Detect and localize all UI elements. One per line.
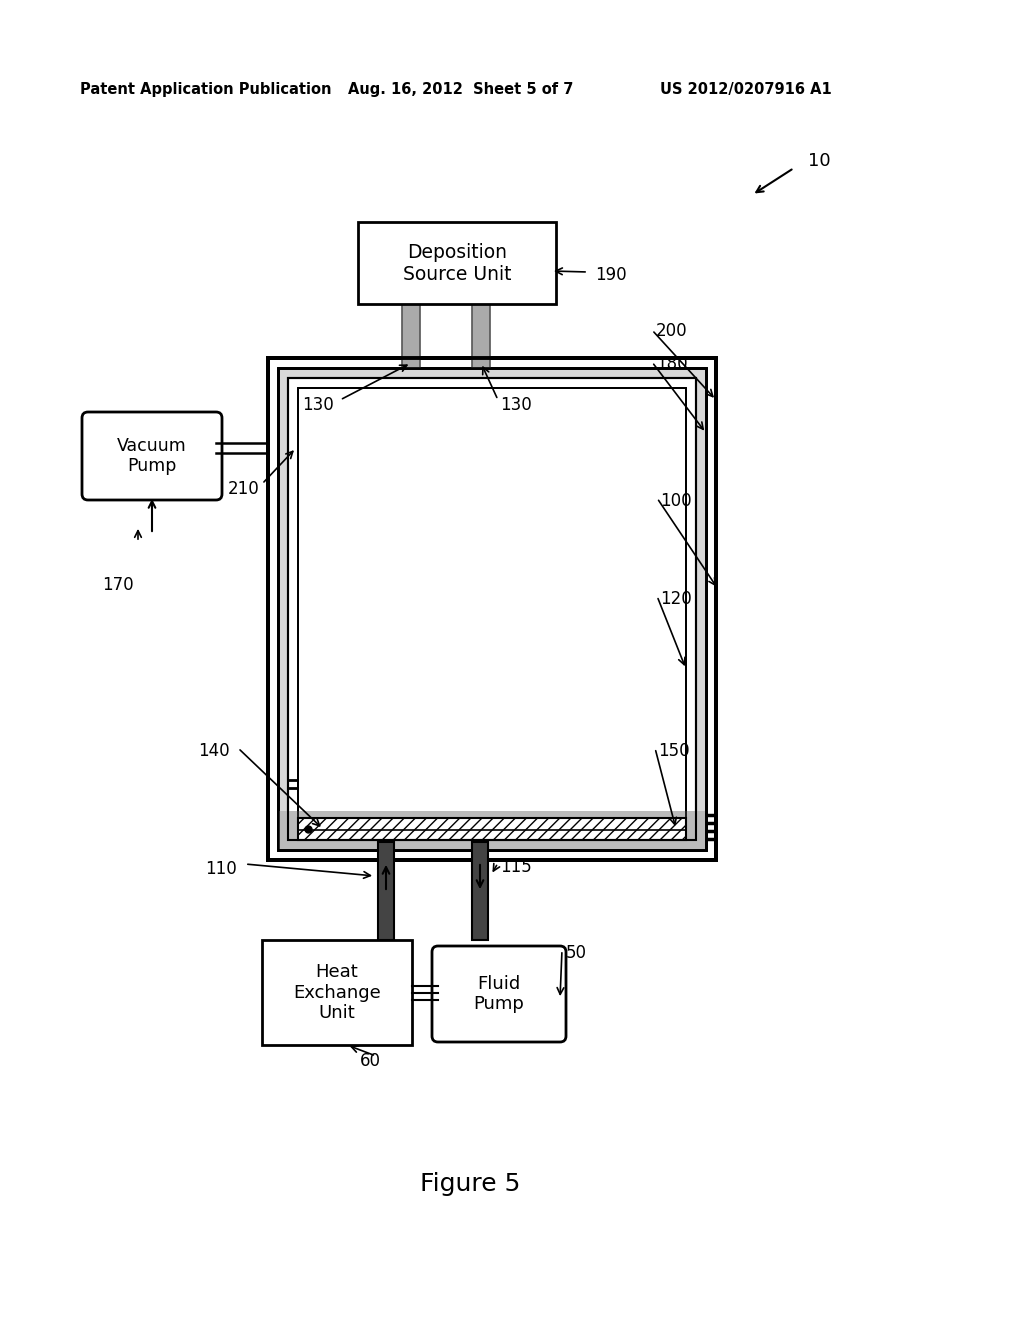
Bar (288, 378, 696, 840)
Text: 60: 60 (360, 1052, 381, 1071)
Text: 115: 115 (500, 858, 531, 876)
Text: 10: 10 (808, 152, 830, 170)
Bar (358, 222, 556, 304)
Bar (278, 368, 706, 850)
Bar (262, 940, 412, 1045)
Text: 210: 210 (228, 480, 260, 498)
Bar (278, 368, 706, 850)
Text: Fluid
Pump: Fluid Pump (473, 974, 524, 1014)
Bar (268, 358, 716, 861)
Text: 200: 200 (656, 322, 688, 341)
FancyBboxPatch shape (82, 412, 222, 500)
Bar (402, 304, 420, 368)
Text: 120: 120 (660, 590, 692, 609)
Bar (378, 842, 394, 940)
Text: Heat
Exchange
Unit: Heat Exchange Unit (293, 962, 381, 1022)
Bar (268, 358, 716, 861)
Text: 190: 190 (595, 267, 627, 284)
Text: 110: 110 (205, 861, 237, 878)
Text: 130: 130 (500, 396, 531, 414)
Text: US 2012/0207916 A1: US 2012/0207916 A1 (660, 82, 831, 96)
Text: 180: 180 (656, 355, 688, 374)
Bar (278, 368, 706, 850)
Text: 130: 130 (302, 396, 334, 414)
FancyBboxPatch shape (432, 946, 566, 1041)
Text: Patent Application Publication: Patent Application Publication (80, 82, 332, 96)
Text: Aug. 16, 2012  Sheet 5 of 7: Aug. 16, 2012 Sheet 5 of 7 (348, 82, 573, 96)
Bar (288, 378, 696, 840)
Bar (288, 378, 696, 840)
Bar (298, 388, 686, 830)
Text: 170: 170 (102, 576, 133, 594)
Bar (298, 388, 686, 830)
Text: Deposition
Source Unit: Deposition Source Unit (402, 243, 511, 284)
Text: 100: 100 (660, 492, 691, 510)
Bar (472, 304, 490, 368)
Bar (298, 388, 686, 830)
Bar (288, 378, 696, 840)
Bar (278, 368, 706, 850)
Bar (268, 358, 716, 861)
Text: Figure 5: Figure 5 (420, 1172, 520, 1196)
Bar (279, 810, 705, 849)
Bar (278, 368, 706, 850)
Text: 50: 50 (566, 944, 587, 962)
Text: Vacuum
Pump: Vacuum Pump (117, 437, 186, 475)
Text: 140: 140 (198, 742, 229, 760)
Bar (472, 842, 488, 940)
Bar (298, 388, 686, 830)
Text: 150: 150 (658, 742, 689, 760)
Bar (298, 818, 686, 840)
